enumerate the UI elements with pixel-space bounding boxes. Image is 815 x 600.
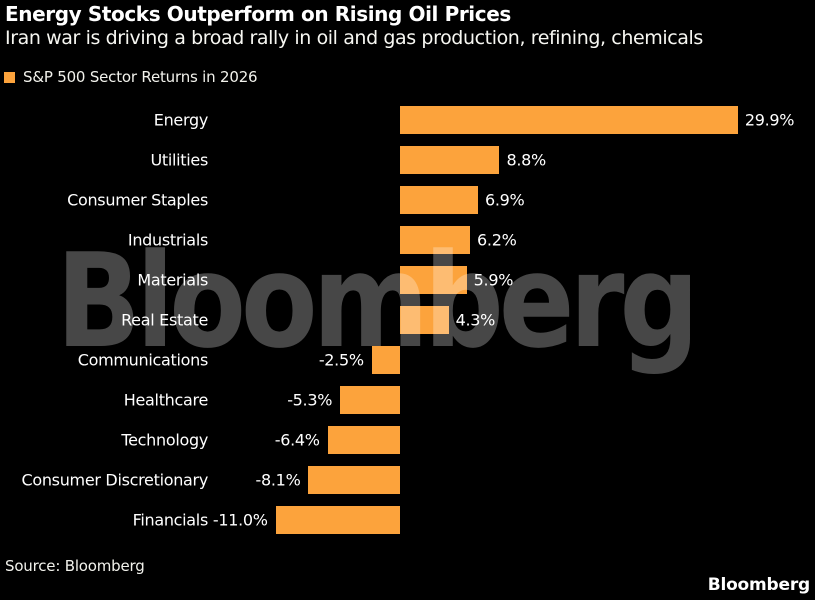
category-label: Financials <box>132 510 209 530</box>
value-label: -6.4% <box>274 430 320 450</box>
value-label: -2.5% <box>318 350 364 370</box>
category-label: Consumer Discretionary <box>21 470 208 490</box>
chart-row: Industrials 6.2% <box>0 220 815 260</box>
value-label: 29.9% <box>744 110 795 130</box>
bar <box>275 506 400 534</box>
bar <box>400 226 471 254</box>
chart-row: Consumer Staples 6.9% <box>0 180 815 220</box>
legend-swatch-icon <box>4 71 15 83</box>
chart-row: Financials -11.0% <box>0 500 815 540</box>
chart-row: Real Estate 4.3% <box>0 300 815 340</box>
chart-row: Materials 5.9% <box>0 260 815 300</box>
category-label: Technology <box>121 430 208 450</box>
bar <box>400 266 467 294</box>
bar <box>308 466 400 494</box>
value-label: 6.9% <box>484 190 525 210</box>
category-label: Utilities <box>150 150 208 170</box>
chart-title: Energy Stocks Outperform on Rising Oil P… <box>5 2 511 26</box>
value-label: 4.3% <box>455 310 496 330</box>
chart-subtitle: Iran war is driving a broad rally in oil… <box>5 27 703 49</box>
category-label: Communications <box>77 350 209 370</box>
value-label: -5.3% <box>287 390 333 410</box>
bar <box>400 106 738 134</box>
chart-row: Energy 29.9% <box>0 100 815 140</box>
value-label: -8.1% <box>255 470 301 490</box>
chart-row: Consumer Discretionary -8.1% <box>0 460 815 500</box>
chart-row: Utilities 8.8% <box>0 140 815 180</box>
chart-row: Communications -2.5% <box>0 340 815 380</box>
category-label: Healthcare <box>123 390 209 410</box>
legend: S&P 500 Sector Returns in 2026 <box>4 68 258 86</box>
category-label: Consumer Staples <box>67 190 208 210</box>
category-label: Energy <box>153 110 209 130</box>
bar <box>371 346 400 374</box>
legend-label: S&P 500 Sector Returns in 2026 <box>23 68 258 86</box>
bar <box>327 426 400 454</box>
bloomberg-logo: Bloomberg <box>707 575 811 595</box>
value-label: 6.2% <box>477 230 517 250</box>
value-label: 8.8% <box>506 150 546 170</box>
bar <box>400 146 500 174</box>
category-label: Materials <box>137 270 208 290</box>
source-note: Source: Bloomberg <box>5 557 145 575</box>
chart-row: Technology -6.4% <box>0 420 815 460</box>
value-label: -11.0% <box>212 510 268 530</box>
bar <box>400 306 449 334</box>
category-label: Real Estate <box>121 310 208 330</box>
chart-row: Healthcare -5.3% <box>0 380 815 420</box>
chart-rows: Energy 29.9% Utilities 8.8% Consumer Sta… <box>0 100 815 540</box>
bar <box>400 186 478 214</box>
category-label: Industrials <box>127 230 208 250</box>
bar <box>340 386 400 414</box>
value-label: 5.9% <box>473 270 514 290</box>
